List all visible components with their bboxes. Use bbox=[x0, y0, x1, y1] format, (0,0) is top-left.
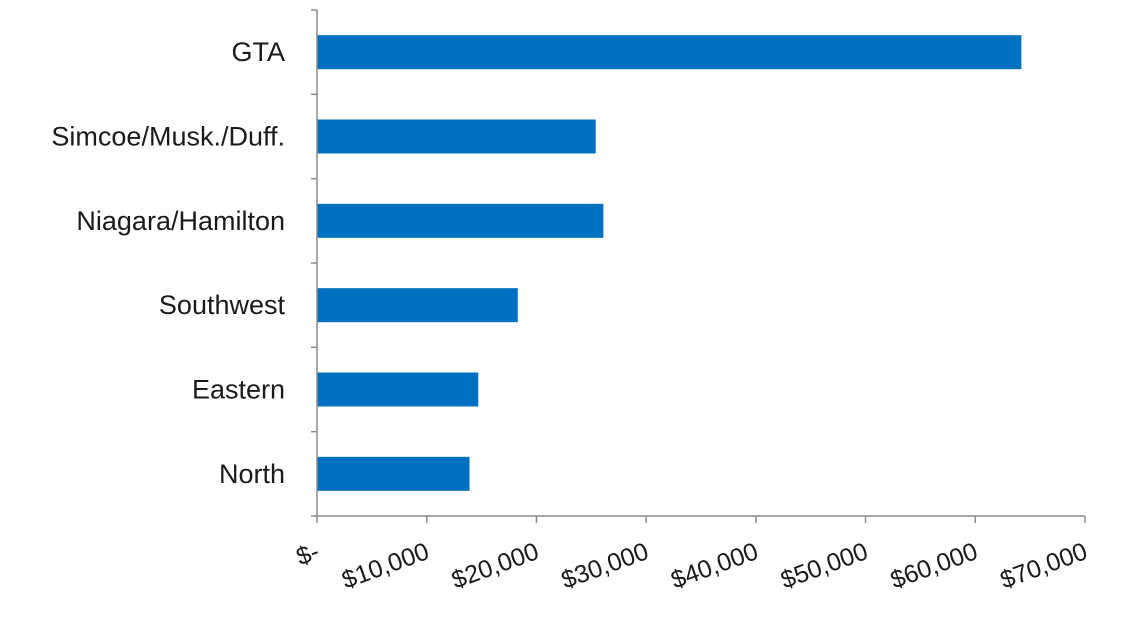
x-tick-label: $40,000 bbox=[667, 537, 762, 594]
category-label: Niagara/Hamilton bbox=[76, 206, 285, 236]
x-axis: $- $10,000 $20,000 $30,000 $40,000 $50,000 $60… bbox=[293, 515, 1092, 595]
bar-southwest bbox=[317, 288, 518, 323]
category-label: Simcoe/Musk./Duff. bbox=[51, 122, 285, 152]
x-tick-label: $60,000 bbox=[887, 537, 982, 594]
x-tick-label: $20,000 bbox=[448, 537, 543, 594]
bar-niagara-hamilton bbox=[317, 203, 604, 238]
category-label: GTA bbox=[232, 37, 286, 67]
x-tick-label: $30,000 bbox=[558, 537, 653, 594]
y-axis: GTA Simcoe/Musk./Duff. Niagara/Hamilton Sou… bbox=[51, 9, 318, 517]
x-tick-label: $- bbox=[293, 537, 323, 571]
bar-simcoe-musk-duff bbox=[317, 119, 596, 154]
x-tick-label: $70,000 bbox=[997, 537, 1092, 594]
bar-eastern bbox=[317, 372, 479, 407]
category-label: North bbox=[219, 459, 285, 489]
category-label: Southwest bbox=[159, 290, 286, 320]
x-tick-label: $10,000 bbox=[338, 537, 433, 594]
x-tick-label: $50,000 bbox=[777, 537, 872, 594]
bars-group bbox=[317, 35, 1022, 491]
bar-north bbox=[317, 456, 470, 491]
category-label: Eastern bbox=[192, 375, 285, 405]
bar-gta bbox=[317, 35, 1022, 70]
